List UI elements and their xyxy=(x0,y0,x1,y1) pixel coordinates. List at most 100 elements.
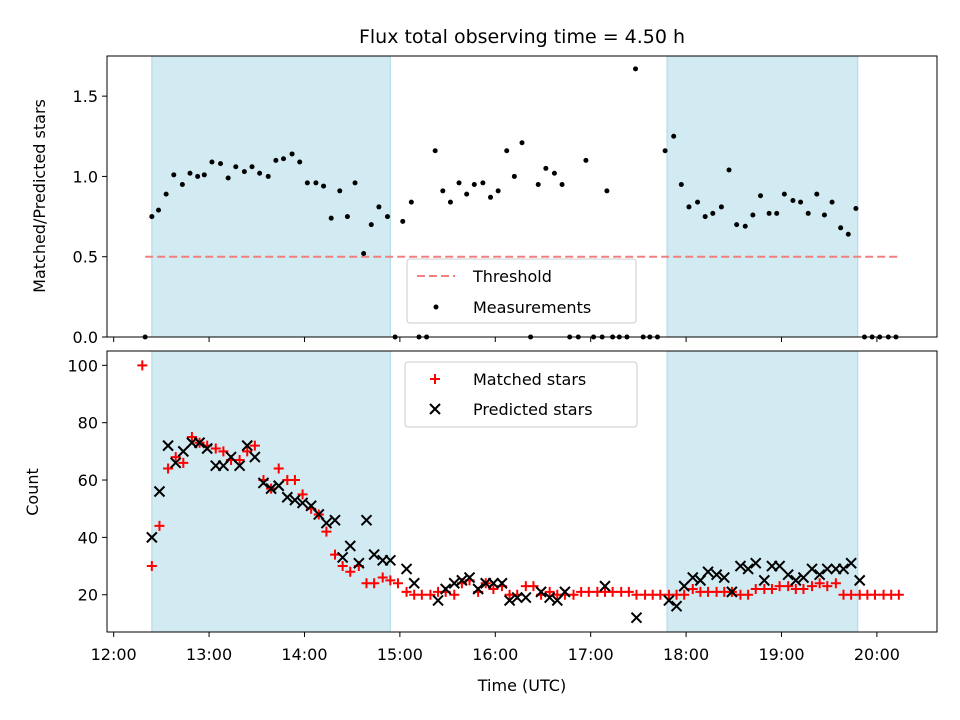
predicted-star-point-28 xyxy=(368,548,380,561)
predicted-star-point-75 xyxy=(854,574,866,587)
measurement-point-67 xyxy=(662,148,668,154)
predicted-star-point-43 xyxy=(511,591,523,604)
predicted-star-point-23 xyxy=(329,514,341,526)
matched-star-point-9 xyxy=(210,443,221,454)
predicted-star-point-51 xyxy=(663,594,675,607)
predicted-star-point-22 xyxy=(320,517,333,529)
measurement-point-76 xyxy=(734,222,740,228)
bottom-x-ticks: 12:00 13:00 14:00 15:00 16:00 17:00 18:00 19:00… xyxy=(91,632,900,664)
legend-matched-label: Matched stars xyxy=(473,370,586,389)
matched-star-point-81 xyxy=(783,581,794,592)
top-y-tick-label-3: 1.5 xyxy=(73,87,98,106)
matched-star-point-26 xyxy=(345,566,356,577)
measurement-point-27 xyxy=(352,180,358,186)
matched-star-point-92 xyxy=(869,589,880,600)
x-axis-label: Time (UTC) xyxy=(477,676,566,695)
predicted-star-point-61 xyxy=(742,563,754,575)
predicted-star-point-33 xyxy=(432,594,444,607)
matched-star-point-68 xyxy=(679,589,690,600)
legend-predicted-swatch xyxy=(429,403,441,415)
predicted-star-point-44 xyxy=(520,591,532,604)
predicted-star-point-34 xyxy=(439,583,452,595)
predicted-star-point-71 xyxy=(821,563,833,575)
predicted-star-point-19 xyxy=(296,497,309,509)
measurement-point-16 xyxy=(265,173,271,179)
predicted-star-point-2 xyxy=(162,439,174,452)
measurement-point-30 xyxy=(376,204,382,210)
predicted-star-point-18 xyxy=(289,494,301,506)
bottom-axes-frame xyxy=(106,350,938,633)
measurement-point-71 xyxy=(695,199,701,205)
predicted-star-point-49 xyxy=(599,580,611,592)
bottom-y-tick-label-1: 40 xyxy=(78,528,98,547)
measurement-point-51 xyxy=(543,165,549,171)
top-legend-box xyxy=(406,258,637,324)
measurement-point-40 xyxy=(456,180,462,186)
predicted-star-point-14 xyxy=(257,477,270,489)
predicted-star-point-50 xyxy=(630,611,643,624)
measurement-point-11 xyxy=(225,175,231,181)
predicted-star-point-45 xyxy=(535,586,547,598)
bottom-x-tick-label-8: 20:00 xyxy=(854,645,900,664)
predicted-star-point-30 xyxy=(384,554,397,567)
matched-star-point-1 xyxy=(146,561,157,572)
predicted-star-point-0 xyxy=(146,531,158,544)
matched-star-point-0 xyxy=(137,360,148,371)
measurement-point-2 xyxy=(156,207,162,213)
matched-star-point-13 xyxy=(242,446,253,457)
predicted-star-point-15 xyxy=(265,482,277,495)
measurement-point-23 xyxy=(321,183,327,189)
predicted-star-point-12 xyxy=(241,439,253,452)
bottom-y-tick-label-3: 80 xyxy=(78,414,98,433)
matched-star-point-20 xyxy=(297,489,308,500)
measurement-point-42 xyxy=(471,181,477,187)
bottom-panel: 20 40 60 80 100 12:00 13:00 14:00 15:00 16:00 17:… xyxy=(23,350,938,695)
predicted-star-point-59 xyxy=(726,586,738,598)
top-legend: Threshold Measurements xyxy=(406,258,637,324)
predicted-star-point-40 xyxy=(487,577,500,589)
measurement-point-8 xyxy=(201,172,207,178)
matched-star-point-71 xyxy=(703,586,714,597)
matched-star-point-51 xyxy=(544,586,555,597)
matched-star-point-79 xyxy=(766,583,777,594)
predicted-star-point-48 xyxy=(559,586,571,598)
measurement-point-43 xyxy=(480,180,486,186)
matched-star-point-84 xyxy=(807,581,818,592)
top-y-ticks: 0.0 0.5 1.0 1.5 xyxy=(73,87,107,347)
measurement-point-52 xyxy=(551,170,557,176)
matched-star-point-65 xyxy=(655,589,666,600)
measurement-point-31 xyxy=(384,214,390,220)
measurement-point-70 xyxy=(686,204,692,210)
predicted-star-point-73 xyxy=(837,563,850,575)
predicted-star-point-3 xyxy=(169,457,182,469)
predicted-star-point-4 xyxy=(177,445,190,458)
matched-star-point-77 xyxy=(750,583,761,594)
measurement-point-7 xyxy=(195,173,201,179)
measurement-point-78 xyxy=(750,212,756,218)
matched-star-point-29 xyxy=(369,578,380,589)
measurement-point-50 xyxy=(535,181,541,187)
predicted-star-point-7 xyxy=(201,442,213,455)
predicted-star-point-13 xyxy=(249,451,261,463)
measurement-point-41 xyxy=(464,191,470,197)
predicted-star-point-16 xyxy=(273,480,285,492)
matched-star-point-44 xyxy=(488,583,499,594)
measurement-point-17 xyxy=(273,157,279,163)
predicted-star-point-24 xyxy=(336,551,349,564)
legend-predicted-label: Predicted stars xyxy=(473,400,593,419)
measurement-point-28 xyxy=(361,251,367,257)
predicted-star-point-69 xyxy=(806,563,818,575)
measurement-point-84 xyxy=(798,199,804,205)
measurement-point-90 xyxy=(845,231,851,237)
measurement-point-89 xyxy=(838,225,844,231)
measurement-point-69 xyxy=(678,181,684,187)
predicted-star-point-52 xyxy=(670,600,683,612)
measurement-point-83 xyxy=(790,198,796,204)
measurement-point-22 xyxy=(313,180,319,186)
predicted-star-point-32 xyxy=(408,577,420,589)
measurement-point-4 xyxy=(171,172,177,178)
matched-star-point-95 xyxy=(893,589,904,600)
matched-star-point-14 xyxy=(249,440,260,451)
predicted-star-point-62 xyxy=(750,557,762,569)
